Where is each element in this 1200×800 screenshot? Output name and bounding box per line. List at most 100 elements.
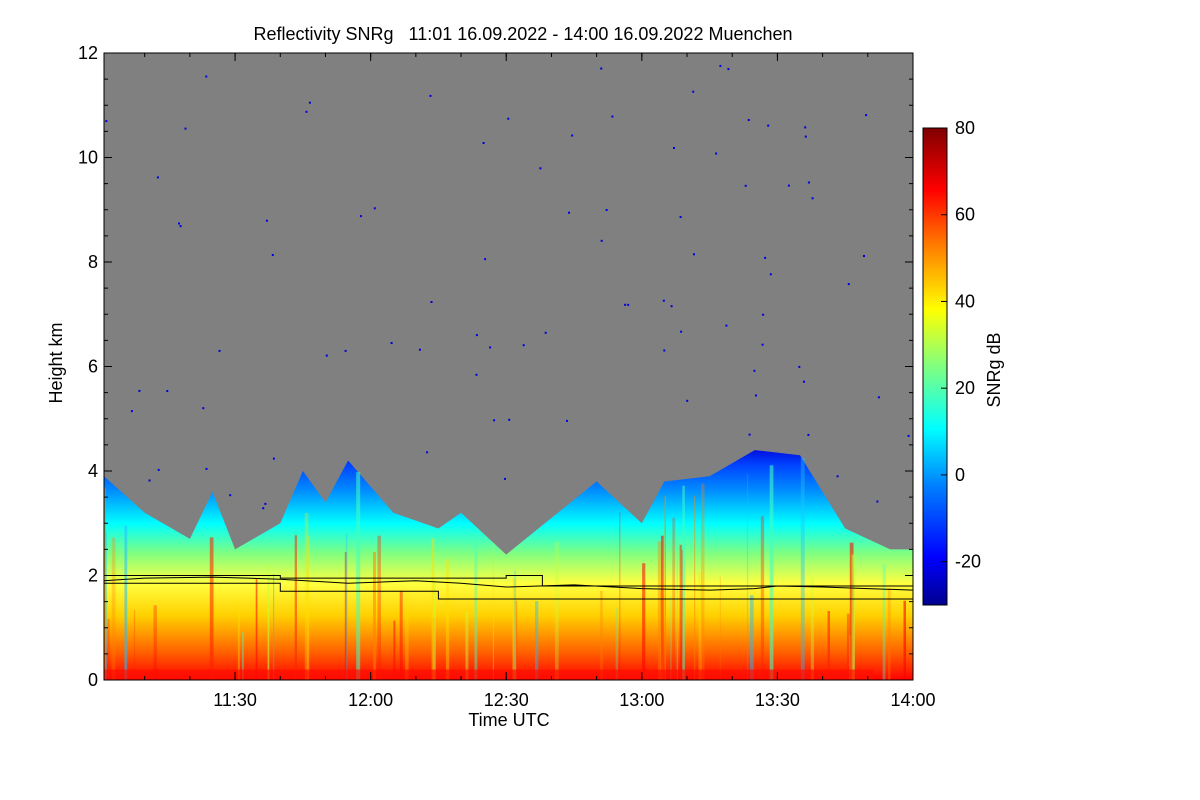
fall-streak <box>465 612 469 680</box>
fall-streak <box>405 592 409 680</box>
x-tick-label: 11:30 <box>213 690 257 710</box>
colorbar-tick-label: 0 <box>955 465 965 485</box>
fall-streak <box>681 549 683 680</box>
noise-speckle <box>390 342 393 344</box>
x-tick-label: 12:00 <box>348 690 393 710</box>
noise-speckle <box>600 239 603 242</box>
fall-streak <box>694 495 696 680</box>
x-tick-label: 14:00 <box>890 690 935 710</box>
x-axis: 11:30 12:00 12:30 13:00 13:30 14:00 <box>144 53 936 710</box>
y-tick-label: 6 <box>88 357 98 377</box>
colorbar-tick-label: 20 <box>955 378 975 398</box>
noise-speckle <box>787 184 790 187</box>
noise-speckle <box>359 215 362 218</box>
fall-streak <box>431 538 435 680</box>
noise-speckle <box>156 176 159 179</box>
noise-speckle <box>719 64 722 67</box>
noise-speckle <box>662 299 665 302</box>
colorbar-tick-label: 60 <box>955 205 975 225</box>
boundary-line <box>104 582 913 600</box>
plot-area <box>104 64 913 680</box>
fall-streak <box>750 595 754 680</box>
noise-speckle <box>205 75 208 78</box>
noise-speckle <box>907 434 910 437</box>
noise-speckle <box>429 94 432 97</box>
fall-streak <box>242 632 244 680</box>
fall-streak <box>615 607 618 680</box>
noise-speckle <box>876 500 879 503</box>
ground-clutter <box>104 669 873 680</box>
noise-speckle <box>522 344 525 347</box>
fall-streak <box>294 535 297 680</box>
noise-speckle <box>804 126 807 129</box>
fall-streak <box>827 611 830 680</box>
noise-speckle <box>627 303 630 306</box>
noise-speckle <box>262 507 265 510</box>
fall-streak <box>515 600 518 680</box>
noise-speckle <box>762 313 765 316</box>
colorbar-tick-label: 80 <box>955 118 975 138</box>
noise-speckle <box>426 451 429 454</box>
x-tick-label: 13:00 <box>619 690 664 710</box>
noise-speckle <box>504 477 506 480</box>
fall-streak <box>535 601 539 680</box>
fall-streak <box>237 602 240 680</box>
fall-streak <box>657 541 662 680</box>
noise-speckle <box>804 135 807 138</box>
noise-speckle <box>877 396 880 399</box>
fall-streak <box>664 495 666 680</box>
noise-speckle <box>373 207 376 210</box>
noise-speckle <box>679 216 682 218</box>
noise-speckle <box>265 219 268 222</box>
x-tick-label: 12:30 <box>484 690 529 710</box>
noise-speckle <box>507 117 510 120</box>
fall-streak <box>514 570 517 680</box>
fall-streak <box>399 590 403 680</box>
noise-speckle <box>475 334 478 337</box>
fall-streak <box>701 483 705 680</box>
fall-streak <box>105 531 107 680</box>
fall-streak <box>433 580 436 680</box>
fall-streak <box>393 620 396 680</box>
fall-streak <box>554 541 559 680</box>
fall-streak <box>846 613 850 680</box>
fall-streak <box>255 578 258 680</box>
fall-streak <box>492 542 494 680</box>
fall-streak <box>273 574 275 680</box>
noise-speckle <box>748 433 751 436</box>
noise-speckle <box>753 369 756 372</box>
noise-speckle <box>769 273 772 276</box>
fall-streak <box>153 605 157 680</box>
noise-speckle <box>493 419 496 422</box>
boundary-line <box>104 575 913 587</box>
fall-streak <box>344 552 347 680</box>
noise-speckle <box>184 127 187 130</box>
noise-speckle <box>680 330 683 333</box>
noise-speckle <box>624 303 627 306</box>
noise-speckle <box>755 394 757 397</box>
fall-streak <box>356 472 361 680</box>
noise-speckle <box>202 407 205 410</box>
y-tick-label: 0 <box>88 670 98 690</box>
chart-title: Reflectivity SNRg 11:01 16.09.2022 - 14:… <box>253 24 792 44</box>
noise-speckle <box>544 331 547 334</box>
noise-speckle <box>482 142 485 144</box>
fall-streak <box>698 571 702 680</box>
noise-speckle <box>148 479 151 482</box>
noise-speckle <box>308 101 311 104</box>
boundary-lines <box>104 575 913 600</box>
y-tick-label: 8 <box>88 252 98 272</box>
noise-speckle <box>539 167 542 170</box>
x-tick-label: 13:30 <box>755 690 800 710</box>
noise-speckle <box>179 225 182 228</box>
noise-speckle <box>803 380 805 383</box>
fall-streak <box>377 535 381 680</box>
colorbar-ticks: -20 0 20 40 60 80 <box>941 118 981 572</box>
colorbar-label: SNRg dB <box>984 332 1004 407</box>
fall-streak <box>474 540 478 680</box>
y-tick-label: 10 <box>78 148 98 168</box>
y-axis: 0 2 4 6 8 10 12 <box>78 43 913 690</box>
fall-streak <box>882 564 886 680</box>
noise-speckle <box>693 253 695 256</box>
noise-speckle <box>847 283 850 286</box>
